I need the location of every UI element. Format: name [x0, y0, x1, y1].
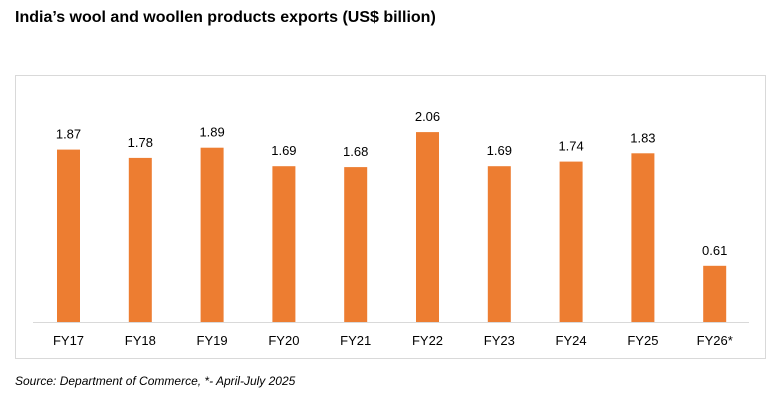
x-tick-label: FY25 — [627, 333, 658, 348]
x-tick-label: FY23 — [484, 333, 515, 348]
bar-fy25 — [631, 153, 655, 322]
x-tick-label: FY21 — [340, 333, 371, 348]
bar-fy18 — [128, 157, 152, 322]
x-tick-label: FY17 — [53, 333, 84, 348]
x-tick-label: FY24 — [556, 333, 587, 348]
bar-fy22 — [416, 132, 439, 322]
data-label: 1.87 — [56, 127, 81, 142]
data-label: 1.78 — [128, 135, 153, 150]
data-label: 1.89 — [199, 125, 224, 140]
data-label: 1.69 — [487, 143, 512, 158]
bar-fy24 — [559, 161, 583, 322]
x-tick-label: FY18 — [125, 333, 156, 348]
bar-fy17 — [57, 149, 80, 322]
bar-fy26-partial — [703, 265, 727, 322]
data-label: 1.74 — [558, 139, 583, 154]
source-note: Source: Department of Commerce, *- April… — [15, 374, 296, 388]
x-tick-label: FY20 — [268, 333, 299, 348]
data-label: 1.83 — [630, 130, 655, 145]
data-label: 0.61 — [702, 243, 727, 258]
data-label: 1.68 — [343, 144, 368, 159]
bar-fy20 — [272, 166, 296, 322]
bar-fy23 — [487, 166, 511, 322]
x-tick-label: FY22 — [412, 333, 443, 348]
x-tick-label: FY19 — [197, 333, 228, 348]
chart-frame — [15, 75, 766, 359]
data-label: 2.06 — [415, 109, 440, 124]
bar-fy19 — [200, 147, 224, 322]
bar-fy21 — [344, 167, 368, 322]
chart-title: India’s wool and woollen products export… — [15, 9, 436, 26]
data-label: 1.69 — [271, 143, 296, 158]
x-tick-label: FY26* — [697, 333, 733, 348]
